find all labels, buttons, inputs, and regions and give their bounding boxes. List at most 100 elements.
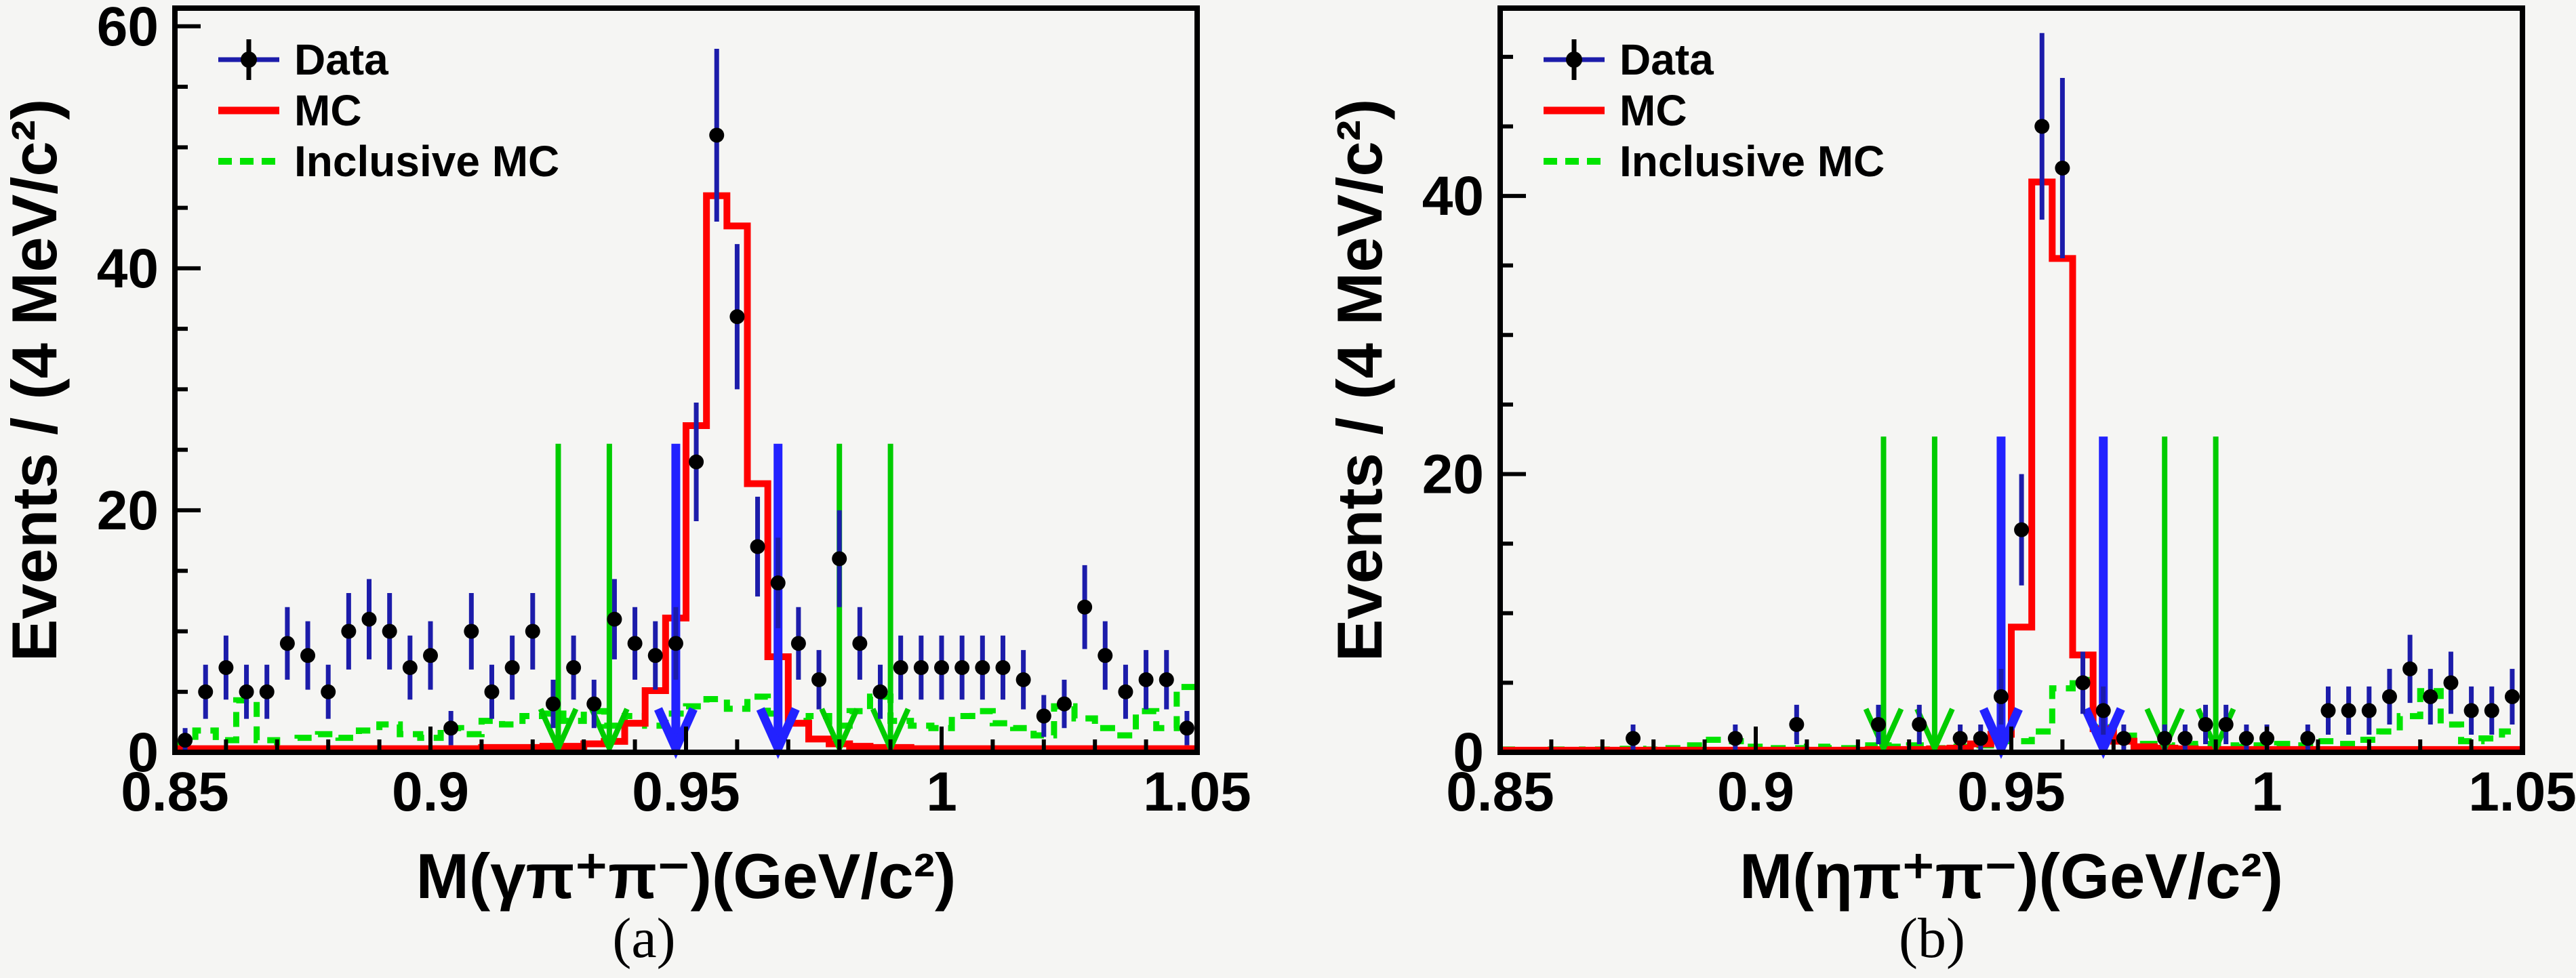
data-marker	[2463, 703, 2479, 718]
data-point	[954, 635, 970, 700]
data-marker	[1056, 696, 1072, 712]
data-point	[423, 621, 438, 690]
data-marker	[2198, 716, 2213, 732]
data-marker	[913, 660, 929, 676]
data-marker	[832, 551, 847, 567]
data-point	[852, 607, 868, 680]
data-point	[2116, 724, 2131, 752]
panel-b: 0.85 0.9 0.95 1 1.05 0 20 40 M(ηπ⁺π⁻)(GeV/c²) Eve…	[1324, 5, 2576, 970]
y-axis-title-a: Events / (4 MeV/c²)	[0, 99, 70, 662]
data-point	[790, 607, 806, 680]
legend-label-data: Data	[294, 35, 388, 84]
data-point	[627, 607, 643, 680]
data-point	[1056, 679, 1072, 729]
data-marker	[1179, 720, 1194, 736]
data-marker	[872, 684, 888, 699]
y-tick-label: 20	[97, 480, 159, 542]
data-marker	[954, 660, 970, 676]
data-point	[178, 728, 193, 752]
data-marker	[790, 636, 806, 651]
x-tick-label: 1	[2251, 761, 2282, 823]
data-point	[2300, 724, 2316, 752]
data-marker	[2055, 161, 2070, 176]
data-marker	[2361, 703, 2377, 718]
data-point	[2075, 651, 2091, 714]
y-tick-label: 40	[97, 238, 159, 300]
data-point	[2504, 668, 2520, 725]
x-axis-title-a: M(γπ⁺π⁻)(GeV/c²)	[416, 840, 957, 912]
data-point	[2034, 33, 2050, 220]
data-marker	[361, 611, 377, 627]
data-point	[689, 403, 704, 521]
panel-caption-b: (b)	[1899, 907, 1965, 970]
data-point	[443, 711, 459, 746]
x-tick-label: 1	[926, 761, 957, 823]
data-point	[995, 635, 1011, 700]
data-marker	[2423, 689, 2438, 704]
data-point	[2095, 686, 2111, 735]
data-marker	[2034, 119, 2050, 134]
data-marker	[341, 624, 357, 639]
data-point	[1626, 724, 1641, 752]
data-marker	[300, 648, 316, 664]
legend-label-data: Data	[1619, 35, 1714, 84]
data-point	[1015, 650, 1031, 710]
data-marker	[2402, 661, 2418, 676]
data-marker	[1015, 672, 1031, 687]
legend-label-inclusive-mc: Inclusive MC	[294, 137, 559, 186]
data-point	[2014, 474, 2030, 586]
data-point	[975, 635, 990, 700]
data-point	[729, 244, 745, 390]
data-marker	[198, 684, 214, 699]
data-point	[832, 510, 847, 607]
y-tick-label: 60	[97, 0, 159, 58]
data-point	[1036, 695, 1051, 737]
data-marker	[2300, 731, 2316, 746]
x-tick-label: 0.9	[392, 761, 469, 823]
blue-arrowhead	[756, 707, 800, 759]
data-marker	[1993, 689, 2009, 704]
x-axis-title-b: M(ηπ⁺π⁻)(GeV/c²)	[1739, 840, 2283, 912]
data-marker	[443, 720, 459, 736]
data-point	[1973, 724, 1988, 752]
data-point	[2320, 686, 2336, 735]
x-tick-label: 0.95	[1957, 761, 2066, 823]
data-point	[770, 537, 786, 628]
data-point	[709, 48, 725, 222]
data-marker	[259, 684, 275, 699]
data-marker	[750, 539, 765, 554]
data-point	[2055, 78, 2070, 259]
data-marker	[2341, 703, 2356, 718]
data-points-b	[1626, 33, 2520, 752]
data-point	[2177, 724, 2193, 752]
panel-a: 0.85 0.9 0.95 1 1.05 0 20 40 60 M(γπ⁺π⁻)(GeV/c²) E…	[0, 0, 1251, 970]
blue-arrowhead	[2081, 707, 2125, 759]
data-marker	[423, 648, 438, 664]
legend-label-inclusive-mc: Inclusive MC	[1619, 137, 1885, 186]
x-tick-label: 1.05	[2468, 761, 2576, 823]
blue-arrow	[653, 443, 698, 759]
inclusive-mc-histogram-a	[175, 684, 1197, 752]
data-marker	[1626, 731, 1641, 746]
data-marker	[2116, 731, 2131, 746]
data-marker	[1727, 731, 1743, 746]
data-marker	[1870, 716, 1886, 732]
x-tick-label: 0.95	[632, 761, 740, 823]
green-arrowhead	[538, 708, 579, 755]
data-point	[2381, 668, 2397, 725]
green-arrowhead	[589, 708, 630, 755]
data-marker	[2095, 703, 2111, 718]
legend-label-mc: MC	[294, 86, 362, 135]
data-marker	[1912, 716, 1927, 732]
data-marker	[1098, 648, 1113, 664]
legend-data-marker	[1566, 52, 1582, 68]
data-marker	[2157, 731, 2173, 746]
data-marker	[545, 696, 561, 712]
data-marker	[2075, 675, 2091, 691]
x-tick-label: 0.85	[121, 761, 229, 823]
data-point	[259, 664, 275, 719]
data-marker	[689, 454, 704, 470]
